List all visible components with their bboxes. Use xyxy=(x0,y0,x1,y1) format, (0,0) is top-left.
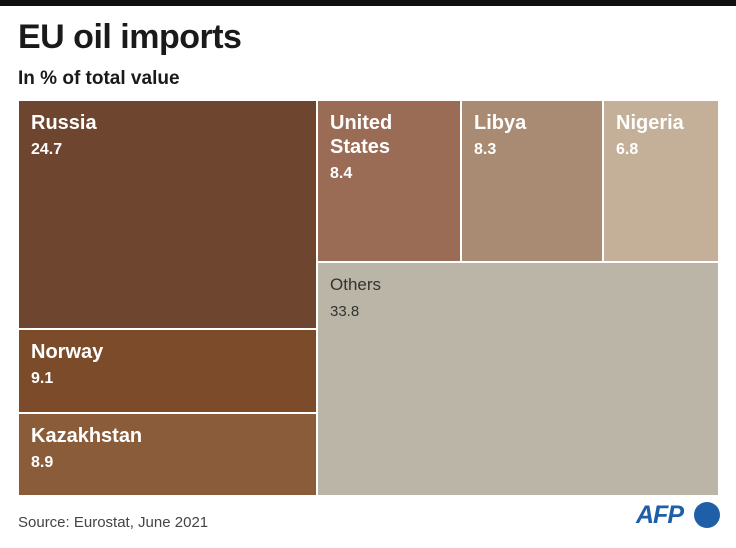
afp-dot-icon xyxy=(694,502,720,528)
cell-value: 6.8 xyxy=(616,141,639,158)
source-note: Source: Eurostat, June 2021 xyxy=(18,514,209,531)
cell-value: 8.4 xyxy=(330,165,353,182)
logo-text: AFP xyxy=(636,501,684,529)
treemap-cell-norway: Norway 9.1 xyxy=(18,329,317,413)
cell-label: Kazakhstan xyxy=(31,425,143,447)
chart-title: EU oil imports xyxy=(18,18,242,56)
cell-value: 24.7 xyxy=(31,141,63,158)
cell-label: Russia xyxy=(31,112,97,134)
cell-label: United States xyxy=(330,112,393,158)
afp-logo: AFP xyxy=(636,500,722,530)
cell-value: 9.1 xyxy=(31,370,54,387)
treemap-cell-kazakhstan: Kazakhstan 8.9 xyxy=(18,413,317,496)
cell-label: Norway xyxy=(31,341,104,363)
cell-value: 33.8 xyxy=(330,303,360,320)
treemap: Russia 24.7 Norway 9.1 Kazakhstan 8.9 Un… xyxy=(18,100,719,496)
treemap-cell-nigeria: Nigeria 6.8 xyxy=(603,100,719,262)
cell-value: 8.9 xyxy=(31,454,54,471)
top-bar xyxy=(0,0,736,6)
cell-label: Libya xyxy=(474,112,527,134)
treemap-cell-russia: Russia 24.7 xyxy=(18,100,317,329)
cell-label: Nigeria xyxy=(616,112,684,134)
cell-value: 8.3 xyxy=(474,141,497,158)
treemap-cell-libya: Libya 8.3 xyxy=(461,100,603,262)
treemap-cell-others: Others 33.8 xyxy=(317,262,719,496)
cell-label: Others xyxy=(330,275,382,294)
chart-subtitle: In % of total value xyxy=(18,68,180,89)
treemap-cell-united-states: United States 8.4 xyxy=(317,100,461,262)
